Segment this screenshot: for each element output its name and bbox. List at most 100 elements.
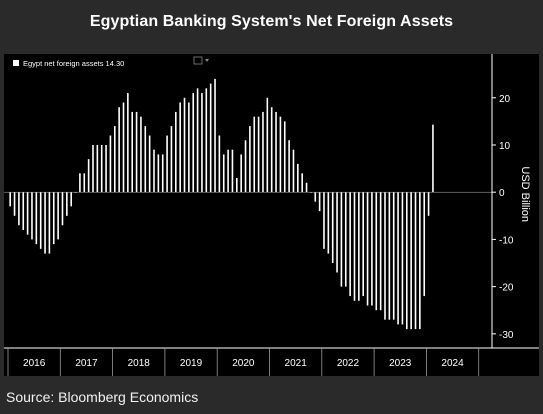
bar bbox=[266, 97, 269, 193]
bar bbox=[279, 116, 282, 193]
bar bbox=[74, 192, 77, 193]
bar bbox=[179, 102, 181, 193]
bar bbox=[231, 149, 234, 193]
bar bbox=[340, 192, 343, 287]
bar bbox=[336, 192, 338, 273]
bar bbox=[140, 116, 142, 193]
bar bbox=[227, 149, 229, 193]
bar bbox=[379, 192, 382, 311]
bar bbox=[275, 111, 277, 193]
bar bbox=[196, 88, 199, 193]
bar-chart: 20 10 0 -10 -20 -30 USD Billion 2016 2017 2018 201… bbox=[4, 54, 539, 376]
bar bbox=[100, 144, 103, 193]
bar bbox=[57, 192, 59, 240]
bar bbox=[262, 111, 264, 193]
y-tick-label: -10 bbox=[499, 235, 514, 246]
bar bbox=[201, 93, 203, 193]
bar bbox=[327, 192, 330, 254]
bar bbox=[358, 192, 360, 301]
x-tick-label: 2017 bbox=[75, 358, 98, 369]
bar bbox=[83, 173, 86, 193]
bar bbox=[209, 83, 212, 193]
bar bbox=[292, 149, 295, 193]
bar bbox=[414, 192, 417, 330]
bar bbox=[87, 159, 90, 193]
y-tick-label: 20 bbox=[499, 94, 511, 105]
x-tick-label: 2021 bbox=[285, 358, 308, 369]
bar bbox=[318, 192, 321, 212]
bar bbox=[135, 111, 138, 193]
bar bbox=[188, 102, 190, 193]
bar bbox=[366, 192, 369, 306]
legend-label: Egypt net foreign assets 14.30 bbox=[23, 59, 124, 68]
chevron-down-icon[interactable] bbox=[205, 59, 209, 62]
bar bbox=[79, 173, 81, 193]
bar bbox=[344, 192, 347, 287]
bar bbox=[323, 192, 325, 249]
bar bbox=[410, 192, 412, 330]
legend-swatch bbox=[13, 60, 19, 66]
bar bbox=[157, 154, 160, 193]
bar bbox=[297, 163, 299, 193]
bar bbox=[96, 144, 99, 193]
x-tick-label: 2023 bbox=[389, 358, 412, 369]
bar bbox=[22, 192, 25, 230]
bar bbox=[432, 124, 434, 193]
bar bbox=[301, 173, 303, 193]
bar bbox=[397, 192, 399, 325]
bar bbox=[427, 192, 430, 216]
bar bbox=[314, 192, 317, 202]
bar bbox=[92, 144, 94, 193]
x-tick-label: 2019 bbox=[180, 358, 203, 369]
x-tick-label: 2024 bbox=[441, 358, 464, 369]
bar bbox=[353, 192, 356, 301]
bar bbox=[283, 121, 286, 193]
legend-menu-icon[interactable] bbox=[193, 56, 203, 65]
bar bbox=[236, 178, 238, 193]
y-tick-label: -30 bbox=[499, 330, 514, 341]
bar bbox=[148, 135, 151, 193]
bar bbox=[153, 149, 155, 193]
bar bbox=[270, 107, 273, 193]
bar bbox=[218, 135, 221, 193]
bar bbox=[118, 107, 120, 193]
bar bbox=[405, 192, 408, 330]
bar bbox=[371, 192, 373, 306]
bar bbox=[384, 192, 386, 320]
bar bbox=[44, 192, 46, 254]
bar bbox=[401, 192, 404, 325]
bar bbox=[423, 192, 426, 297]
y-axis-title: USD Billion bbox=[519, 166, 531, 222]
bar bbox=[144, 126, 147, 193]
bar bbox=[105, 144, 107, 193]
bar bbox=[166, 135, 168, 193]
chart-title: Egyptian Banking System's Net Foreign As… bbox=[89, 13, 454, 30]
bar bbox=[31, 192, 33, 240]
bar bbox=[175, 111, 177, 193]
x-tick-label: 2020 bbox=[232, 358, 255, 369]
bar bbox=[161, 154, 164, 193]
y-tick-label: -20 bbox=[499, 283, 514, 294]
bar bbox=[26, 192, 29, 235]
bar bbox=[192, 93, 195, 193]
bar bbox=[349, 192, 351, 297]
bar bbox=[375, 192, 378, 311]
bar bbox=[18, 192, 20, 226]
y-tick-label: 0 bbox=[499, 188, 505, 199]
bar bbox=[70, 192, 72, 207]
bar bbox=[331, 192, 334, 264]
x-tick-label: 2016 bbox=[23, 358, 46, 369]
bar bbox=[170, 126, 173, 193]
bar bbox=[48, 192, 51, 254]
x-tick-label: 2022 bbox=[337, 358, 360, 369]
bar bbox=[109, 135, 112, 193]
bar bbox=[240, 154, 242, 193]
bar bbox=[39, 192, 42, 249]
bar bbox=[205, 88, 208, 193]
bar bbox=[127, 93, 129, 193]
y-tick-label: 10 bbox=[499, 141, 511, 152]
bar bbox=[9, 192, 11, 207]
bar bbox=[52, 192, 55, 245]
bar bbox=[113, 126, 116, 193]
bar bbox=[122, 102, 125, 193]
